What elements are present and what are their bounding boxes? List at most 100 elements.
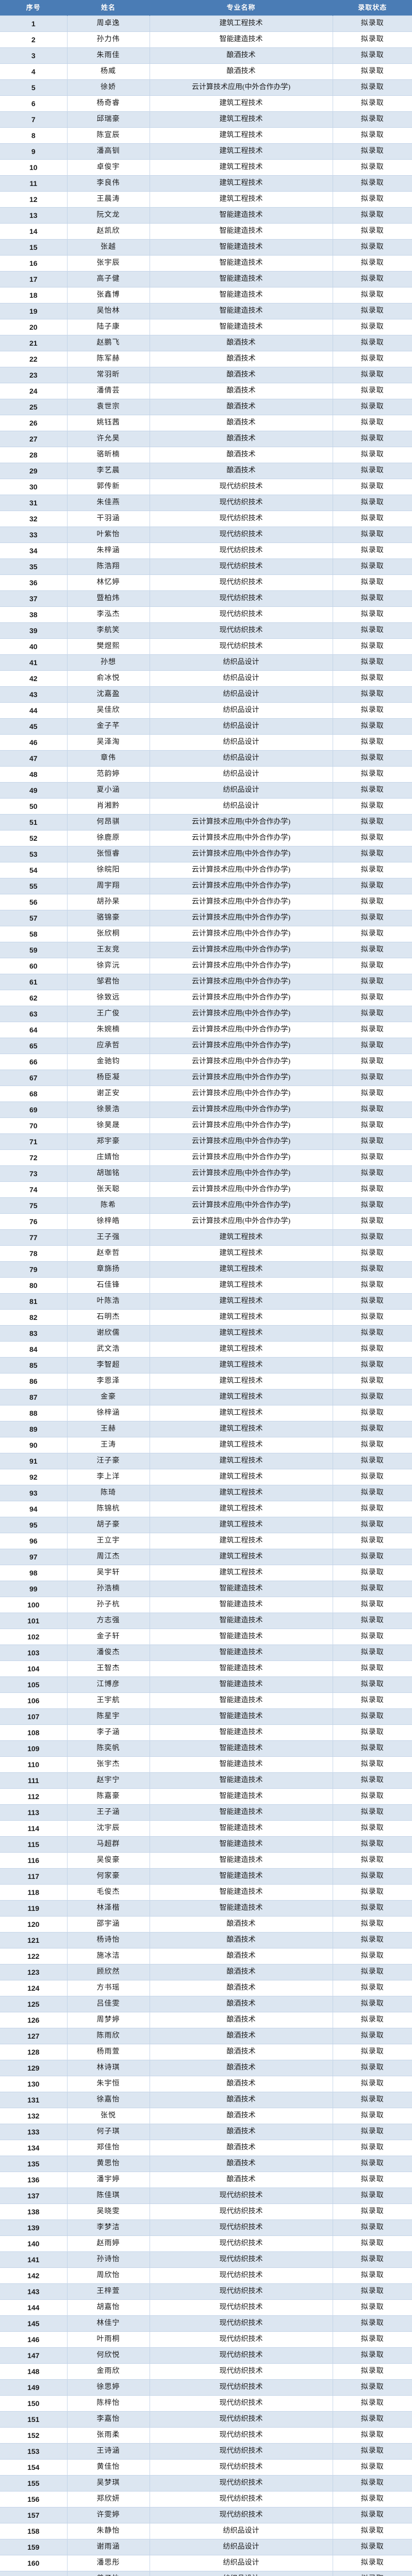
table-row[interactable]: 122 施冰洁 酿酒技术 拟录取 — [0, 1948, 412, 1964]
table-row[interactable]: 99 孙浩楠 智能建造技术 拟录取 — [0, 1581, 412, 1597]
column-header-name[interactable]: 姓名 — [67, 0, 150, 16]
table-row[interactable]: 52 徐鹿原 云计算技术应用(中外合作办学) 拟录取 — [0, 830, 412, 846]
table-row[interactable]: 157 许雯婷 现代纺织技术 拟录取 — [0, 2507, 412, 2523]
table-row[interactable]: 87 金豪 建筑工程技术 拟录取 — [0, 1389, 412, 1405]
table-row[interactable]: 61 邹君怡 云计算技术应用(中外合作办学) 拟录取 — [0, 974, 412, 990]
table-row[interactable]: 62 徐致远 云计算技术应用(中外合作办学) 拟录取 — [0, 990, 412, 1006]
table-row[interactable]: 1 周卓逸 建筑工程技术 拟录取 — [0, 15, 412, 32]
table-row[interactable]: 2 孙力伟 智能建造技术 拟录取 — [0, 31, 412, 48]
table-row[interactable]: 106 王宇航 智能建造技术 拟录取 — [0, 1692, 412, 1709]
table-row[interactable]: 132 张悦 酿酒技术 拟录取 — [0, 2108, 412, 2124]
table-row[interactable]: 26 姚钰茜 酿酒技术 拟录取 — [0, 415, 412, 431]
table-row[interactable]: 138 吴晓雯 现代纺织技术 拟录取 — [0, 2204, 412, 2220]
table-row[interactable]: 148 金雨欣 现代纺织技术 拟录取 — [0, 2363, 412, 2380]
table-row[interactable]: 24 潘倩芸 酿酒技术 拟录取 — [0, 383, 412, 399]
table-row[interactable]: 130 朱宇恒 酿酒技术 拟录取 — [0, 2076, 412, 2092]
table-row[interactable]: 73 胡珈铭 云计算技术应用(中外合作办学) 拟录取 — [0, 1165, 412, 1182]
table-row[interactable]: 143 王梓萱 现代纺织技术 拟录取 — [0, 2283, 412, 2300]
table-row[interactable]: 98 吴宇轩 建筑工程技术 拟录取 — [0, 1565, 412, 1581]
table-row[interactable]: 153 王诗涵 现代纺织技术 拟录取 — [0, 2443, 412, 2460]
table-row[interactable]: 158 朱静怡 纺织品设计 拟录取 — [0, 2523, 412, 2539]
table-row[interactable]: 109 陈奕帆 智能建造技术 拟录取 — [0, 1740, 412, 1757]
table-row[interactable]: 71 郑宇豪 云计算技术应用(中外合作办学) 拟录取 — [0, 1133, 412, 1150]
table-row[interactable]: 67 杨臣凝 云计算技术应用(中外合作办学) 拟录取 — [0, 1070, 412, 1086]
table-row[interactable]: 105 江博彦 智能建造技术 拟录取 — [0, 1676, 412, 1693]
table-row[interactable]: 100 孙子杭 智能建造技术 拟录取 — [0, 1597, 412, 1613]
table-row[interactable]: 11 李良伟 建筑工程技术 拟录取 — [0, 175, 412, 192]
table-row[interactable]: 145 林佳宁 现代纺织技术 拟录取 — [0, 2315, 412, 2332]
table-row[interactable]: 96 王立宇 建筑工程技术 拟录取 — [0, 1533, 412, 1549]
table-row[interactable]: 120 邵宇涵 酿酒技术 拟录取 — [0, 1916, 412, 1933]
table-row[interactable]: 10 卓俊宇 建筑工程技术 拟录取 — [0, 159, 412, 176]
table-row[interactable]: 49 夏小涵 纺织品设计 拟录取 — [0, 782, 412, 799]
table-row[interactable]: 27 许允昊 酿酒技术 拟录取 — [0, 431, 412, 447]
table-row[interactable]: 41 孙想 纺织品设计 拟录取 — [0, 654, 412, 671]
column-header-major[interactable]: 专业名称 — [150, 0, 333, 16]
table-row[interactable]: 84 武文浩 建筑工程技术 拟录取 — [0, 1341, 412, 1358]
table-row[interactable]: 31 朱佳燕 现代纺织技术 拟录取 — [0, 495, 412, 511]
table-row[interactable]: 59 王友竞 云计算技术应用(中外合作办学) 拟录取 — [0, 942, 412, 958]
table-row[interactable]: 35 陈浩翔 现代纺织技术 拟录取 — [0, 558, 412, 575]
table-row[interactable]: 137 陈佳琪 现代纺织技术 拟录取 — [0, 2188, 412, 2204]
table-row[interactable]: 16 张宇辰 智能建造技术 拟录取 — [0, 255, 412, 272]
table-row[interactable]: 60 徐弈沅 云计算技术应用(中外合作办学) 拟录取 — [0, 958, 412, 974]
table-row[interactable]: 146 叶雨桐 现代纺织技术 拟录取 — [0, 2331, 412, 2348]
table-row[interactable]: 152 张雨柔 现代纺织技术 拟录取 — [0, 2427, 412, 2444]
table-row[interactable]: 55 周宇翔 云计算技术应用(中外合作办学) 拟录取 — [0, 878, 412, 894]
table-row[interactable]: 92 李上洋 建筑工程技术 拟录取 — [0, 1469, 412, 1485]
table-row[interactable]: 102 金子轩 智能建造技术 拟录取 — [0, 1629, 412, 1645]
table-row[interactable]: 77 王子强 建筑工程技术 拟录取 — [0, 1229, 412, 1246]
table-row[interactable]: 112 陈嘉豪 智能建造技术 拟录取 — [0, 1788, 412, 1805]
table-row[interactable]: 78 赵幸哲 建筑工程技术 拟录取 — [0, 1245, 412, 1262]
table-row[interactable]: 50 肖湘黔 纺织品设计 拟录取 — [0, 798, 412, 815]
table-row[interactable]: 8 陈宣辰 建筑工程技术 拟录取 — [0, 127, 412, 144]
table-row[interactable]: 53 张恒睿 云计算技术应用(中外合作办学) 拟录取 — [0, 846, 412, 862]
table-row[interactable]: 34 朱梓涵 现代纺织技术 拟录取 — [0, 543, 412, 559]
table-row[interactable]: 115 马超群 智能建造技术 拟录取 — [0, 1836, 412, 1853]
table-row[interactable]: 17 高子健 智能建造技术 拟录取 — [0, 271, 412, 287]
table-row[interactable]: 39 李航笑 现代纺织技术 拟录取 — [0, 622, 412, 639]
table-row[interactable]: 37 暨柏炜 现代纺织技术 拟录取 — [0, 590, 412, 607]
table-row[interactable]: 25 袁世宗 酿酒技术 拟录取 — [0, 399, 412, 415]
table-row[interactable]: 123 顾欣然 酿酒技术 拟录取 — [0, 1964, 412, 1980]
table-row[interactable]: 5 徐娇 云计算技术应用(中外合作办学) 拟录取 — [0, 79, 412, 96]
table-row[interactable]: 93 陈琦 建筑工程技术 拟录取 — [0, 1485, 412, 1501]
table-row[interactable]: 58 张欣桐 云计算技术应用(中外合作办学) 拟录取 — [0, 926, 412, 942]
table-row[interactable]: 126 周梦婷 酿酒技术 拟录取 — [0, 2012, 412, 2028]
table-row[interactable]: 142 周欣怡 现代纺织技术 拟录取 — [0, 2267, 412, 2284]
table-row[interactable]: 23 常羽昕 酿酒技术 拟录取 — [0, 367, 412, 383]
table-row[interactable]: 88 徐梓涵 建筑工程技术 拟录取 — [0, 1405, 412, 1421]
column-header-index[interactable]: 序号 — [0, 0, 68, 16]
table-row[interactable]: 18 张鑫博 智能建造技术 拟录取 — [0, 287, 412, 303]
table-row[interactable]: 155 吴梦琪 现代纺织技术 拟录取 — [0, 2475, 412, 2492]
table-row[interactable]: 83 谢欣儒 建筑工程技术 拟录取 — [0, 1325, 412, 1342]
table-row[interactable]: 75 陈希 云计算技术应用(中外合作办学) 拟录取 — [0, 1197, 412, 1214]
table-row[interactable]: 147 何欣悦 现代纺织技术 拟录取 — [0, 2347, 412, 2364]
table-row[interactable]: 19 吴怡林 智能建造技术 拟录取 — [0, 303, 412, 319]
table-row[interactable]: 70 徐昊晟 云计算技术应用(中外合作办学) 拟录取 — [0, 1117, 412, 1134]
table-row[interactable]: 38 李泓杰 现代纺织技术 拟录取 — [0, 606, 412, 623]
table-row[interactable]: 108 李子涵 智能建造技术 拟录取 — [0, 1724, 412, 1741]
table-row[interactable]: 48 范韵婷 纺织品设计 拟录取 — [0, 766, 412, 783]
table-row[interactable]: 28 骆昕楠 酿酒技术 拟录取 — [0, 447, 412, 463]
table-row[interactable]: 69 徐景浩 云计算技术应用(中外合作办学) 拟录取 — [0, 1101, 412, 1118]
table-row[interactable]: 161曾子怡纺织品设计拟录取 — [0, 2571, 412, 2576]
table-row[interactable]: 74 张天聪 云计算技术应用(中外合作办学) 拟录取 — [0, 1181, 412, 1198]
table-row[interactable]: 30 郭传新 现代纺织技术 拟录取 — [0, 479, 412, 495]
table-row[interactable]: 159 谢雨涵 纺织品设计 拟录取 — [0, 2539, 412, 2555]
table-row[interactable]: 131 徐嘉怡 酿酒技术 拟录取 — [0, 2092, 412, 2108]
table-row[interactable]: 110 张宇杰 智能建造技术 拟录取 — [0, 1756, 412, 1773]
table-row[interactable]: 107 陈星宇 智能建造技术 拟录取 — [0, 1708, 412, 1725]
table-row[interactable]: 103 潘俊杰 智能建造技术 拟录取 — [0, 1645, 412, 1661]
table-row[interactable]: 46 吴泽淘 纺织品设计 拟录取 — [0, 734, 412, 751]
table-row[interactable]: 36 林忆婷 现代纺织技术 拟录取 — [0, 574, 412, 591]
table-row[interactable]: 66 金驰钧 云计算技术应用(中外合作办学) 拟录取 — [0, 1054, 412, 1070]
table-row[interactable]: 12 王晨涛 建筑工程技术 拟录取 — [0, 191, 412, 208]
table-row[interactable]: 118 毛俊杰 智能建造技术 拟录取 — [0, 1884, 412, 1901]
table-row[interactable]: 42 俞冰悦 纺织品设计 拟录取 — [0, 670, 412, 687]
table-row[interactable]: 81 叶陈浩 建筑工程技术 拟录取 — [0, 1293, 412, 1310]
table-row[interactable]: 21 赵鹏飞 酿酒技术 拟录取 — [0, 335, 412, 351]
table-row[interactable]: 135 黄思怡 酿酒技术 拟录取 — [0, 2156, 412, 2172]
table-row[interactable]: 64 朱婉楠 云计算技术应用(中外合作办学) 拟录取 — [0, 1022, 412, 1038]
table-row[interactable]: 133 何子琪 酿酒技术 拟录取 — [0, 2124, 412, 2140]
